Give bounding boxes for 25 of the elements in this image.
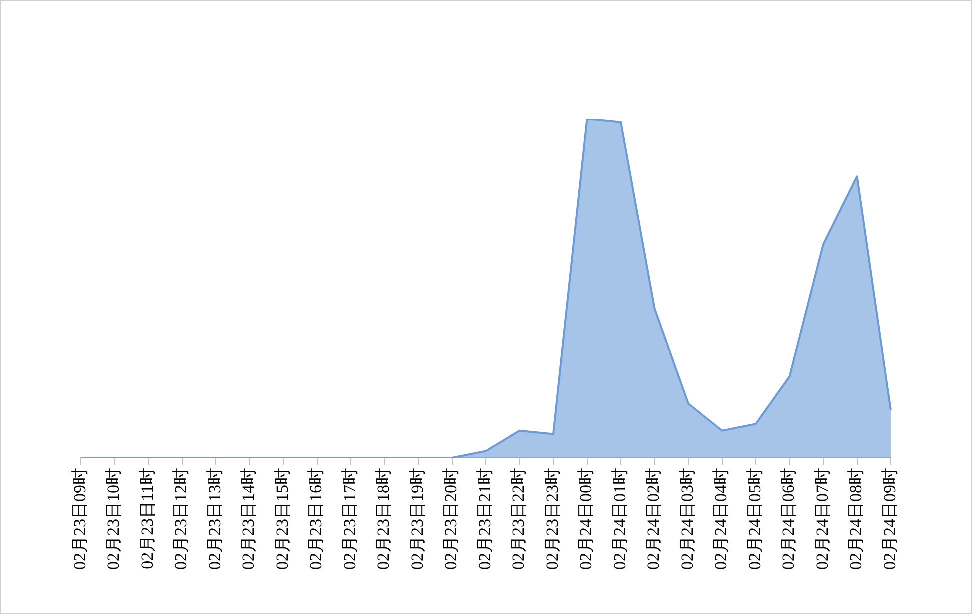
x-tick-label: 02月23日17时 <box>340 468 360 570</box>
x-tick-label: 02月24日01时 <box>610 468 630 570</box>
x-tick-label: 02月23日12时 <box>172 468 191 570</box>
x-tick-label: 02月24日07时 <box>812 468 832 570</box>
x-tick-label: 02月23日18时 <box>374 468 394 570</box>
x-tick-label: 02月24日05时 <box>745 468 764 570</box>
x-tick-label: 02月24日04时 <box>712 468 731 570</box>
x-tick-label: 02月23日13时 <box>205 468 224 570</box>
x-tick-label: 02月23日22时 <box>509 468 528 570</box>
x-tick-label: 02月23日10时 <box>104 468 124 570</box>
x-tick-label: 02月23日20时 <box>442 468 461 570</box>
x-tick-label: 02月23日16时 <box>306 468 326 570</box>
x-tick-label: 02月23日11时 <box>138 468 157 570</box>
x-tick-label: 02月23日21时 <box>475 468 494 570</box>
x-tick-label: 02月23日15时 <box>272 468 292 570</box>
x-tick-label: 02月23日09时 <box>70 468 90 570</box>
x-tick-label: 02月23日14时 <box>239 468 258 570</box>
x-tick-label: 02月24日02时 <box>644 468 664 570</box>
x-tick-label: 02月24日06时 <box>779 468 798 570</box>
x-tick-label: 02月24日09时 <box>880 468 900 570</box>
x-tick-label: 02月24日03时 <box>678 468 697 570</box>
x-tick-label: 02月23日19时 <box>408 468 427 570</box>
x-tick-label: 02月23日23时 <box>542 468 562 570</box>
x-tick-label: 02月24日08时 <box>846 468 866 570</box>
x-tick-label: 02月24日00时 <box>576 468 596 570</box>
